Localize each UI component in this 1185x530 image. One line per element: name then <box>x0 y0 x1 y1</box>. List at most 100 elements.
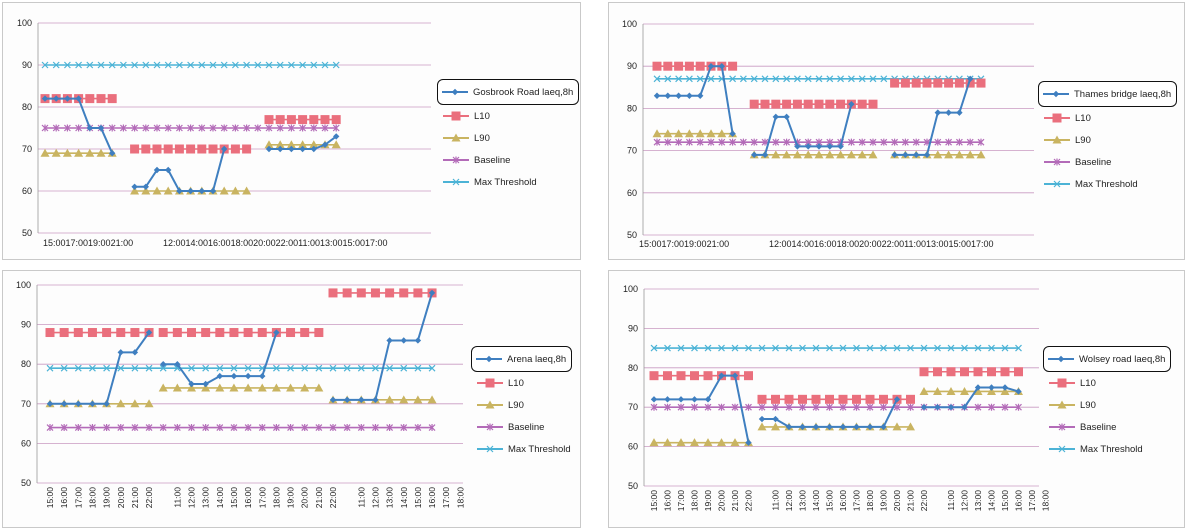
data-point <box>707 138 715 146</box>
data-point <box>288 145 295 153</box>
legend-swatch <box>1044 158 1070 166</box>
data-point <box>130 328 140 338</box>
data-point <box>1001 384 1009 391</box>
legend-label: Baseline <box>508 421 545 433</box>
legend-label: L10 <box>1075 112 1091 124</box>
chart-panel-thames: 50 60 70 80 90 100 15:0017:0019:0021:00 12:0014… <box>608 2 1185 260</box>
data-point <box>977 138 985 146</box>
data-point <box>310 61 318 69</box>
data-point <box>922 78 932 88</box>
legend-item: Max Threshold <box>1042 173 1177 195</box>
data-point <box>159 424 167 432</box>
data-point <box>202 380 209 388</box>
data-point <box>846 150 856 159</box>
y-tick-label: 100 <box>16 280 31 290</box>
data-point <box>825 394 834 404</box>
data-point <box>772 138 780 146</box>
data-point <box>686 92 693 99</box>
data-point <box>46 364 54 372</box>
chart-plot-gosbrook: 50 60 70 80 90 100 15:0017:0019:0021:00 12:0014… <box>17 18 431 248</box>
data-point <box>142 61 150 69</box>
data-point <box>41 61 49 69</box>
series-max-threshold <box>46 364 436 372</box>
data-point <box>242 186 252 195</box>
data-point <box>880 423 887 431</box>
data-point <box>370 288 380 298</box>
legend-item: Baseline <box>1042 151 1177 173</box>
data-point <box>729 138 737 146</box>
data-point <box>947 344 955 352</box>
data-point <box>919 386 929 395</box>
data-point <box>772 75 780 83</box>
legend-marker <box>1057 400 1067 409</box>
legend-item: L10 <box>475 372 572 394</box>
data-point <box>130 186 140 195</box>
data-point <box>730 438 740 447</box>
data-point <box>731 403 739 411</box>
data-point <box>73 328 83 338</box>
legend-label: Baseline <box>1080 421 1117 433</box>
data-point <box>89 364 96 372</box>
data-point <box>785 423 793 431</box>
data-point <box>357 424 365 432</box>
legend-marker <box>485 378 495 388</box>
data-point <box>826 75 834 83</box>
legend-swatch <box>477 445 503 453</box>
data-point <box>771 99 781 109</box>
x-tick-label: 15:00 <box>45 487 55 509</box>
data-point <box>772 113 779 121</box>
series-laeq <box>650 372 1022 446</box>
y-tick-label: 100 <box>622 19 637 29</box>
data-point <box>172 328 182 338</box>
data-point <box>664 344 671 352</box>
data-point <box>704 344 712 352</box>
data-point <box>414 337 422 344</box>
data-point <box>75 400 82 407</box>
data-point <box>792 150 802 159</box>
legend-label: Max Threshold <box>1080 443 1143 455</box>
legend-label: Thames bridge laeq,8h <box>1074 88 1172 100</box>
data-point <box>273 329 280 336</box>
x-tick-label: 21:00 <box>314 487 324 509</box>
legend-swatch <box>1049 400 1075 409</box>
chart-panel-wolsey: 50 60 70 80 90 100 15:00 16:00 17:00 18:00 19:00 20… <box>608 270 1185 528</box>
data-point <box>158 328 168 338</box>
data-point <box>653 138 661 146</box>
data-point <box>900 78 910 88</box>
data-point <box>858 75 866 83</box>
legend-swatch <box>443 178 469 186</box>
data-point <box>103 400 110 407</box>
legend-swatch <box>477 423 503 431</box>
data-point <box>187 328 196 338</box>
x-tick-label: 15:00 <box>229 487 239 509</box>
data-point <box>159 364 167 372</box>
data-point <box>676 371 686 381</box>
data-point <box>198 187 205 195</box>
data-point <box>117 364 125 372</box>
data-point <box>107 94 117 104</box>
data-point <box>664 138 672 146</box>
data-point <box>329 424 337 432</box>
x-tick-label: 16:00 <box>1014 490 1024 512</box>
data-point <box>987 367 996 377</box>
y-tick-label: 100 <box>17 18 32 28</box>
data-point <box>315 424 323 432</box>
data-point <box>287 424 294 432</box>
data-point <box>907 344 914 352</box>
data-point <box>202 364 210 372</box>
data-point <box>677 396 685 403</box>
data-point <box>866 403 874 411</box>
data-point <box>298 140 308 149</box>
y-tick-label: 50 <box>21 478 31 488</box>
data-point <box>664 403 671 411</box>
x-tick-label: 17:00 <box>257 487 267 509</box>
data-point <box>152 186 162 195</box>
data-point <box>51 148 61 157</box>
x-tick-label: 15:0017:0019:0021:00 <box>639 239 729 249</box>
data-point <box>1001 344 1009 352</box>
data-point <box>650 396 658 403</box>
data-point <box>649 438 659 447</box>
data-point <box>785 403 793 411</box>
data-point <box>165 166 172 174</box>
